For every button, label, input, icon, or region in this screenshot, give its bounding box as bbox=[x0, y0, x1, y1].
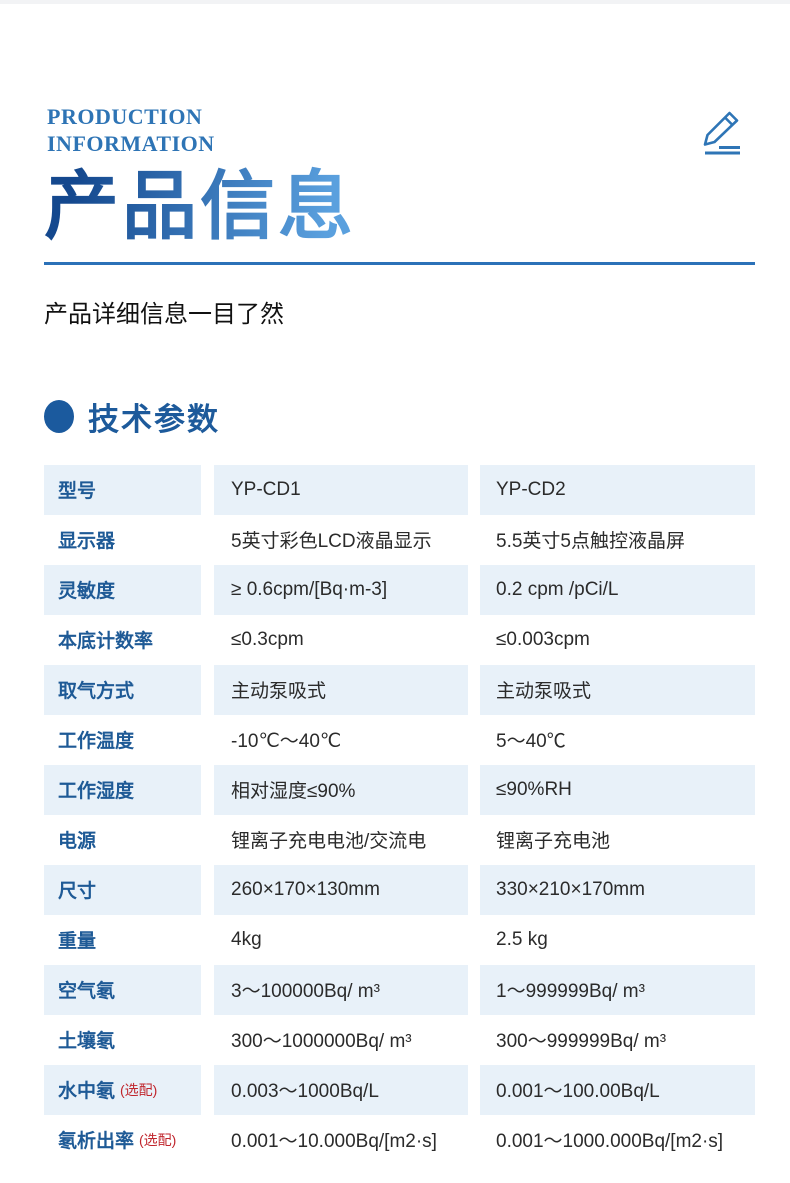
section-title: 技术参数 bbox=[88, 401, 220, 437]
spec-value-cd2: 300～999999Bq/ m³ bbox=[496, 1031, 667, 1052]
spec-label: 本底计数率 bbox=[44, 615, 201, 665]
spec-value-cd1: 锂离子充电电池/交流电 bbox=[231, 831, 427, 852]
spec-label: 氡析出率 (选配) bbox=[44, 1115, 201, 1165]
spec-value-cd2: 锂离子充电池 bbox=[496, 831, 611, 852]
spec-label: 取气方式 bbox=[44, 664, 201, 715]
spec-row-13: 氡析出率 (选配) 0.001～10.000Bq/[m2·s] 0.001～1000.… bbox=[44, 1115, 755, 1165]
spec-label: 工作温度 bbox=[44, 715, 201, 765]
top-bar bbox=[0, 0, 790, 4]
spec-row-12: 水中氡 (选配) 0.003～1000Bq/L 0.001～100.00Bq/L bbox=[44, 1064, 755, 1115]
spec-label-text: 水中氡 bbox=[58, 1081, 116, 1102]
spec-label: 灵敏度 bbox=[44, 564, 201, 615]
title-divider bbox=[44, 261, 755, 265]
spec-value-cd2: 主动泵吸式 bbox=[480, 664, 755, 715]
spec-value-cd2: ≤0.003cpm bbox=[496, 628, 590, 650]
optional-badge: (选配) bbox=[139, 1131, 177, 1148]
spec-value-cd1: 5英寸彩色LCD液晶显示 bbox=[231, 531, 432, 552]
spec-table: 型号 YP-CD1 YP-CD2 显示器 5英寸彩色LCD液晶显示 5.5英寸5点触控液晶… bbox=[44, 464, 755, 1165]
spec-label-text: 本底计数率 bbox=[58, 631, 154, 652]
spec-value-cd2: 5.5英寸5点触控液晶屏 bbox=[496, 531, 685, 552]
spec-value-cd1: 0.003～1000Bq/L bbox=[214, 1064, 468, 1115]
spec-value-cd2: 2.5 kg bbox=[496, 928, 548, 950]
spec-row-9: 重量 4kg 2.5 kg bbox=[44, 915, 755, 965]
spec-label-text: 显示器 bbox=[58, 531, 116, 552]
spec-label: 工作湿度 bbox=[44, 764, 201, 815]
spec-value-cd1: 3～100000Bq/ m³ bbox=[214, 964, 468, 1015]
spec-label: 型号 bbox=[44, 464, 201, 515]
spec-value-cd2: 1～999999Bq/ m³ bbox=[480, 964, 755, 1015]
spec-value-cd1: 0.001～10.000Bq/[m2·s] bbox=[231, 1131, 437, 1152]
spec-label-text: 尺寸 bbox=[58, 881, 97, 902]
spec-row-2: 灵敏度 ≥ 0.6cpm/[Bq·m-3] 0.2 cpm /pCi/L bbox=[44, 564, 755, 615]
pencil-icon bbox=[703, 111, 740, 155]
spec-value-cd1: -10℃～40℃ bbox=[231, 731, 342, 752]
spec-value-cd2: 0.001～100.00Bq/L bbox=[480, 1064, 755, 1115]
spec-label-text: 工作温度 bbox=[58, 731, 135, 752]
spec-value-cd1: 相对湿度≤90% bbox=[214, 764, 468, 815]
spec-value-cd2: ≤90%RH bbox=[480, 764, 755, 815]
spec-value-cd1: ≤0.3cpm bbox=[231, 628, 304, 650]
spec-row-11: 土壤氡 300～1000000Bq/ m³ 300～999999Bq/ m³ bbox=[44, 1015, 755, 1065]
spec-value-cd2: 0.001～1000.000Bq/[m2·s] bbox=[496, 1131, 724, 1152]
spec-row-3: 本底计数率 ≤0.3cpm ≤0.003cpm bbox=[44, 615, 755, 665]
spec-label: 重量 bbox=[44, 915, 201, 965]
spec-value-cd2: 330×210×170mm bbox=[480, 864, 755, 915]
bullet-icon bbox=[44, 399, 74, 433]
spec-label-text: 灵敏度 bbox=[58, 581, 116, 602]
eyebrow-line-2: INFORMATION bbox=[47, 131, 215, 156]
spec-label: 土壤氡 bbox=[44, 1015, 201, 1065]
spec-value-cd2: YP-CD2 bbox=[480, 464, 755, 515]
spec-label-text: 重量 bbox=[58, 931, 97, 952]
spec-row-6: 工作湿度 相对湿度≤90% ≤90%RH bbox=[44, 764, 755, 815]
spec-value-cd1: 300～1000000Bq/ m³ bbox=[231, 1031, 412, 1052]
spec-value-cd1: 260×170×130mm bbox=[214, 864, 468, 915]
eyebrow-line-1: PRODUCTION bbox=[47, 104, 203, 129]
page-subtitle: 产品详细信息一目了然 bbox=[44, 301, 284, 328]
spec-label: 水中氡 (选配) bbox=[44, 1064, 201, 1115]
spec-value-cd1: YP-CD1 bbox=[214, 464, 468, 515]
spec-row-5: 工作温度 -10℃～40℃ 5～40℃ bbox=[44, 715, 755, 765]
header: PRODUCTION INFORMATION 产品信息 产品详细信息一目了然 bbox=[44, 4, 755, 329]
spec-value-cd2: 0.2 cpm /pCi/L bbox=[480, 564, 755, 615]
spec-label: 电源 bbox=[44, 815, 201, 865]
optional-badge: (选配) bbox=[120, 1081, 158, 1098]
spec-row-8: 尺寸 260×170×130mm 330×210×170mm bbox=[44, 864, 755, 915]
spec-label-text: 型号 bbox=[58, 481, 97, 502]
section-heading: 技术参数 bbox=[44, 394, 755, 439]
spec-label: 显示器 bbox=[44, 515, 201, 565]
spec-label-text: 工作湿度 bbox=[58, 781, 135, 802]
spec-row-0: 型号 YP-CD1 YP-CD2 bbox=[44, 464, 755, 515]
spec-label: 尺寸 bbox=[44, 864, 201, 915]
spec-row-10: 空气氡 3～100000Bq/ m³ 1～999999Bq/ m³ bbox=[44, 964, 755, 1015]
spec-label-text: 氡析出率 bbox=[58, 1131, 135, 1152]
spec-value-cd2: 5～40℃ bbox=[496, 731, 566, 752]
spec-value-cd1: 4kg bbox=[231, 928, 262, 950]
spec-label: 空气氡 bbox=[44, 964, 201, 1015]
spec-row-7: 电源 锂离子充电电池/交流电 锂离子充电池 bbox=[44, 815, 755, 865]
spec-value-cd1: ≥ 0.6cpm/[Bq·m-3] bbox=[214, 564, 468, 615]
spec-row-1: 显示器 5英寸彩色LCD液晶显示 5.5英寸5点触控液晶屏 bbox=[44, 515, 755, 565]
eyebrow-text: PRODUCTION INFORMATION bbox=[44, 103, 755, 157]
spec-label-text: 电源 bbox=[58, 831, 97, 852]
spec-row-4: 取气方式 主动泵吸式 主动泵吸式 bbox=[44, 664, 755, 715]
spec-label-text: 空气氡 bbox=[58, 981, 116, 1002]
spec-label-text: 土壤氡 bbox=[58, 1031, 116, 1052]
page-title: 产品信息 bbox=[44, 164, 357, 248]
spec-value-cd1: 主动泵吸式 bbox=[214, 664, 468, 715]
spec-label-text: 取气方式 bbox=[58, 681, 135, 702]
